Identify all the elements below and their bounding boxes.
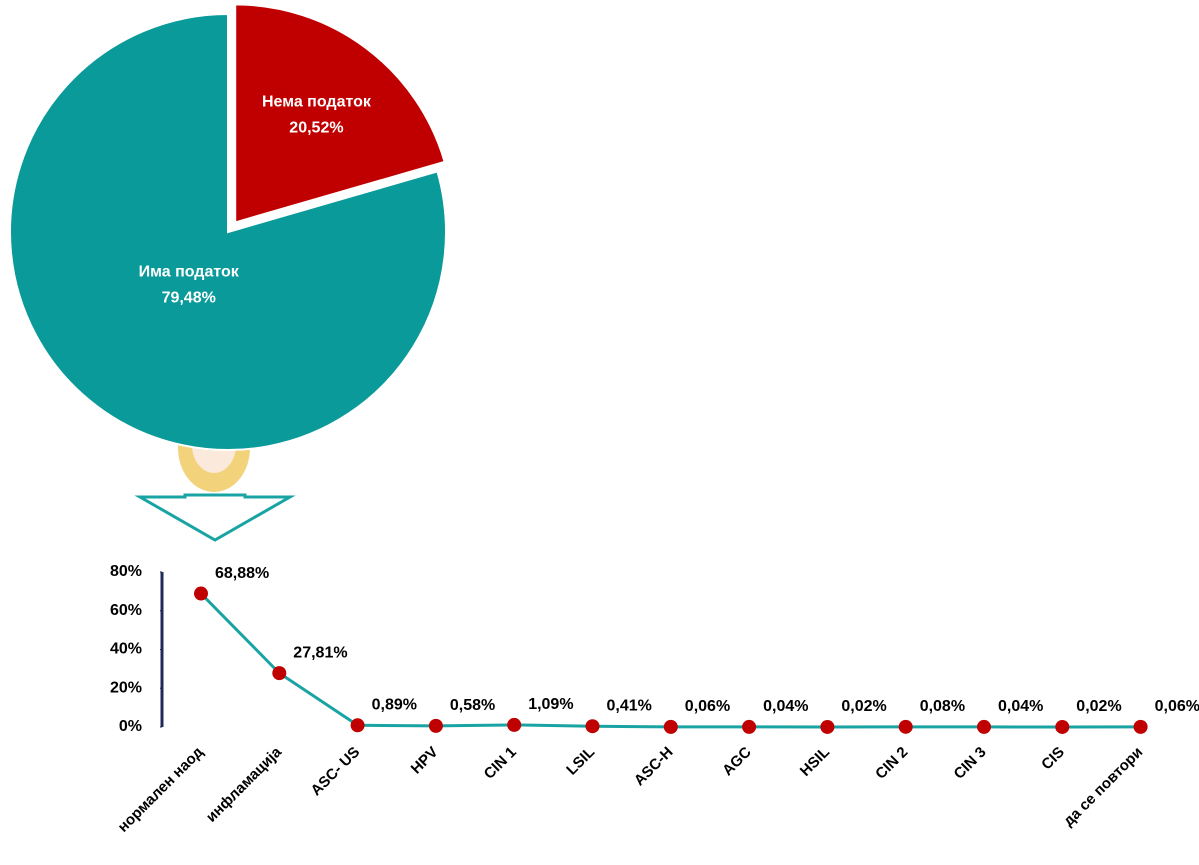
slice-label: Нема податок xyxy=(262,94,372,111)
data-point xyxy=(977,720,991,734)
data-label: 0,02% xyxy=(841,698,886,715)
data-point xyxy=(586,719,600,733)
x-tick-label: ASC-H xyxy=(631,744,677,790)
data-point xyxy=(664,720,678,734)
data-label: 0,04% xyxy=(763,698,808,715)
y-tick-label: 40% xyxy=(110,641,142,658)
data-label: 0,08% xyxy=(920,698,965,715)
x-tick-label: ASC- US xyxy=(308,744,364,800)
data-point xyxy=(194,587,208,601)
data-point xyxy=(899,720,913,734)
x-tick-label: нормален наод xyxy=(115,743,207,835)
x-tick-label: да се повтори xyxy=(1060,744,1146,830)
x-tick-label: HSIL xyxy=(797,744,833,780)
slice-label: Има податок xyxy=(139,263,240,280)
data-label: 0,04% xyxy=(998,698,1043,715)
y-tick-label: 60% xyxy=(110,602,142,619)
data-point xyxy=(742,720,756,734)
data-point xyxy=(429,719,443,733)
page: {"chart_data": [ {"type": "pie", "catego… xyxy=(0,0,1199,865)
data-point xyxy=(1055,720,1069,734)
y-tick-label: 80% xyxy=(110,563,142,580)
x-tick-label: AGC xyxy=(719,744,755,780)
data-label: 0,06% xyxy=(1155,698,1199,715)
data-label: 0,89% xyxy=(372,696,417,713)
data-point xyxy=(1134,720,1148,734)
data-label: 27,81% xyxy=(293,644,347,661)
x-tick-label: HPV xyxy=(408,744,442,778)
chart: Нема податок 20,52% Има податок 79,48% 0% 20%… xyxy=(0,0,1199,865)
x-tick-label: CIS xyxy=(1038,744,1068,774)
slice-value-label: 79,48% xyxy=(162,289,216,306)
data-point xyxy=(507,718,521,732)
x-tick-label: CIN 2 xyxy=(872,744,911,783)
slice-value-label: 20,52% xyxy=(289,120,343,137)
data-label: 68,88% xyxy=(215,565,269,582)
x-tick-label: инфламација xyxy=(203,743,286,826)
data-point xyxy=(272,666,286,680)
down-arrow xyxy=(140,495,290,540)
data-label: 0,58% xyxy=(450,697,495,714)
x-tick-label: CIN 1 xyxy=(481,744,520,783)
data-label: 1,09% xyxy=(528,696,573,713)
data-label: 0,06% xyxy=(685,698,730,715)
x-tick-label: LSIL xyxy=(563,744,598,779)
y-tick-label: 0% xyxy=(119,718,142,735)
y-tick-label: 20% xyxy=(110,679,142,696)
x-tick-label: CIN 3 xyxy=(951,744,990,783)
data-label: 0,41% xyxy=(607,697,652,714)
data-point xyxy=(351,718,365,732)
data-label: 0,02% xyxy=(1076,698,1121,715)
data-point xyxy=(820,720,834,734)
